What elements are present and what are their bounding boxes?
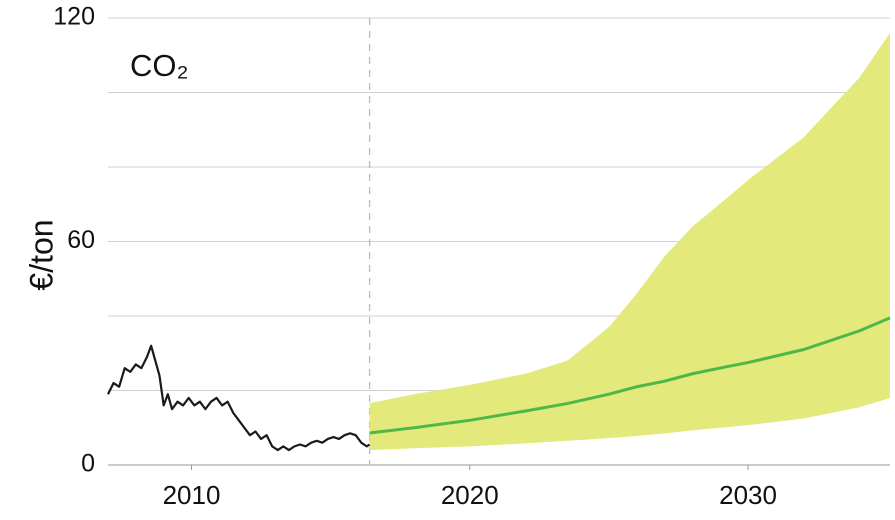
grid	[108, 17, 890, 470]
x-tick-label: 2020	[441, 480, 499, 510]
history-line	[107, 344, 371, 452]
marks	[107, 32, 891, 452]
y-axis-label: €/ton	[23, 219, 59, 290]
forecast-median-line	[369, 316, 891, 435]
chart-title: CO₂	[130, 48, 189, 83]
x-tick-label: 2030	[719, 480, 777, 510]
y-tick-label: 0	[81, 450, 95, 478]
y-tick-label: 60	[67, 226, 95, 254]
y-tick-label: 120	[53, 3, 95, 31]
forecast-band	[369, 32, 891, 451]
labels: 0 60 120 2010 2020 2030	[53, 3, 777, 510]
x-tick-label: 2010	[163, 480, 221, 510]
